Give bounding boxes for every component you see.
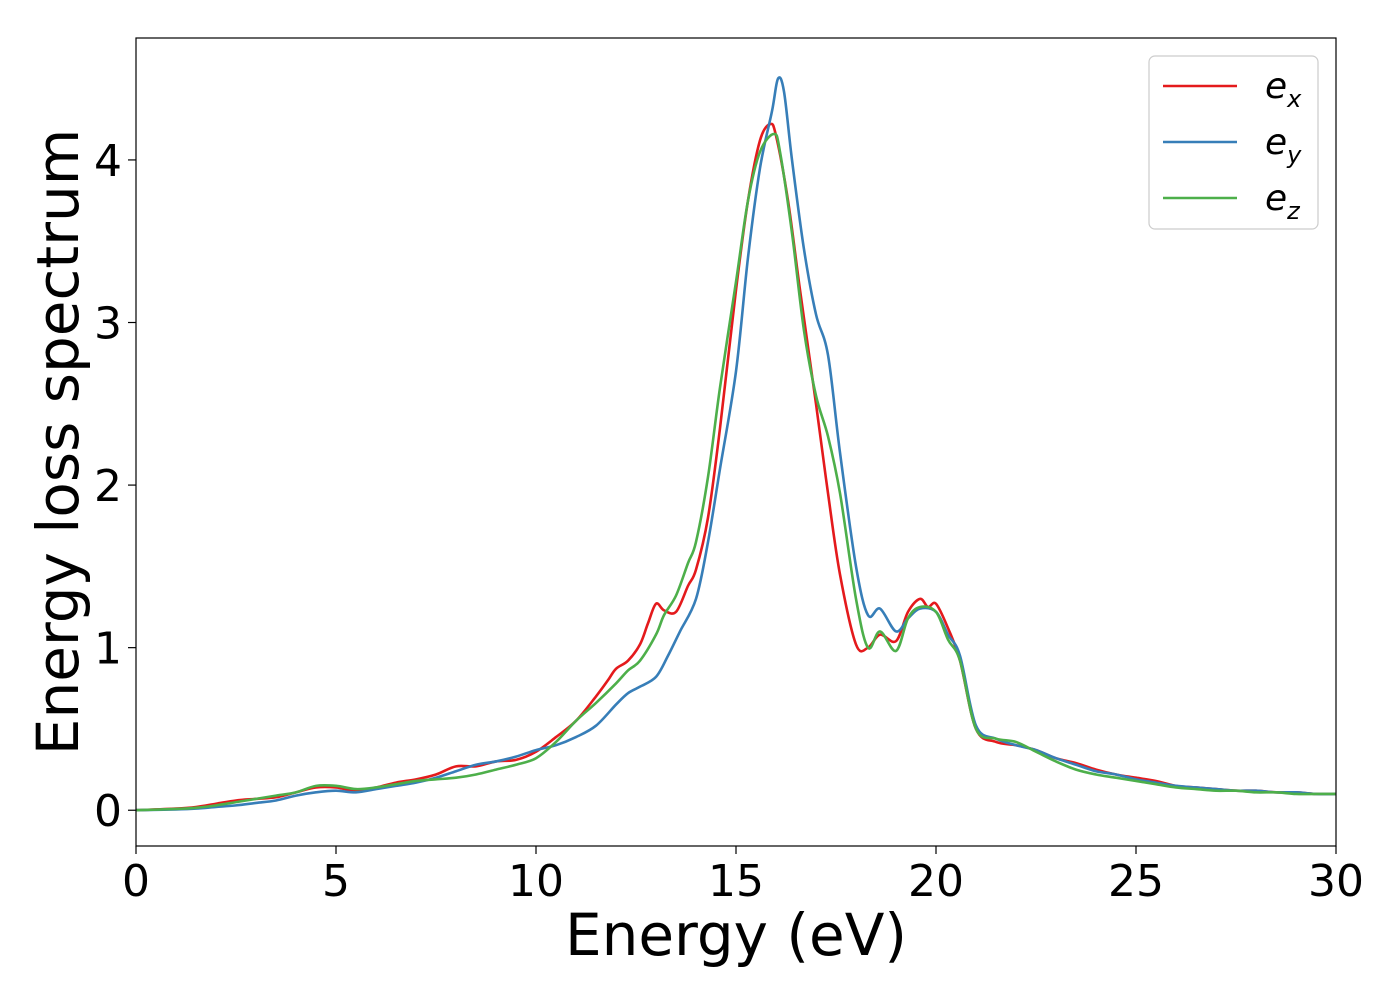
series-line-ey — [135, 76, 1337, 812]
series-line-ez — [135, 132, 1336, 812]
legend: ex ey ez — [1148, 55, 1319, 230]
x-tick-label: 0 — [122, 856, 150, 907]
y-tick-label: 2 — [94, 461, 122, 512]
x-tick-label: 30 — [1308, 856, 1364, 907]
x-tick-label: 5 — [322, 856, 350, 907]
y-tick-label: 4 — [94, 136, 122, 187]
y-tick-label: 3 — [94, 299, 122, 350]
legend-entry-label: ey — [1265, 122, 1302, 169]
series-layer — [135, 76, 1337, 812]
y-axis-ticks: 0 1 2 3 4 — [94, 136, 136, 837]
x-axis-ticks: 0 5 10 15 20 25 30 — [122, 846, 1364, 907]
series-line-ex — [135, 122, 1337, 812]
x-tick-label: 15 — [708, 856, 764, 907]
x-tick-label: 25 — [1108, 856, 1164, 907]
x-tick-label: 10 — [508, 856, 564, 907]
legend-entry-label: ex — [1265, 66, 1302, 113]
x-tick-label: 20 — [908, 856, 964, 907]
y-axis-label: Energy loss spectrum — [24, 129, 92, 755]
x-axis-label: Energy (eV) — [565, 901, 907, 969]
legend-entry-label: ez — [1265, 178, 1301, 225]
y-tick-label: 1 — [94, 624, 122, 675]
y-tick-label: 0 — [94, 786, 122, 837]
